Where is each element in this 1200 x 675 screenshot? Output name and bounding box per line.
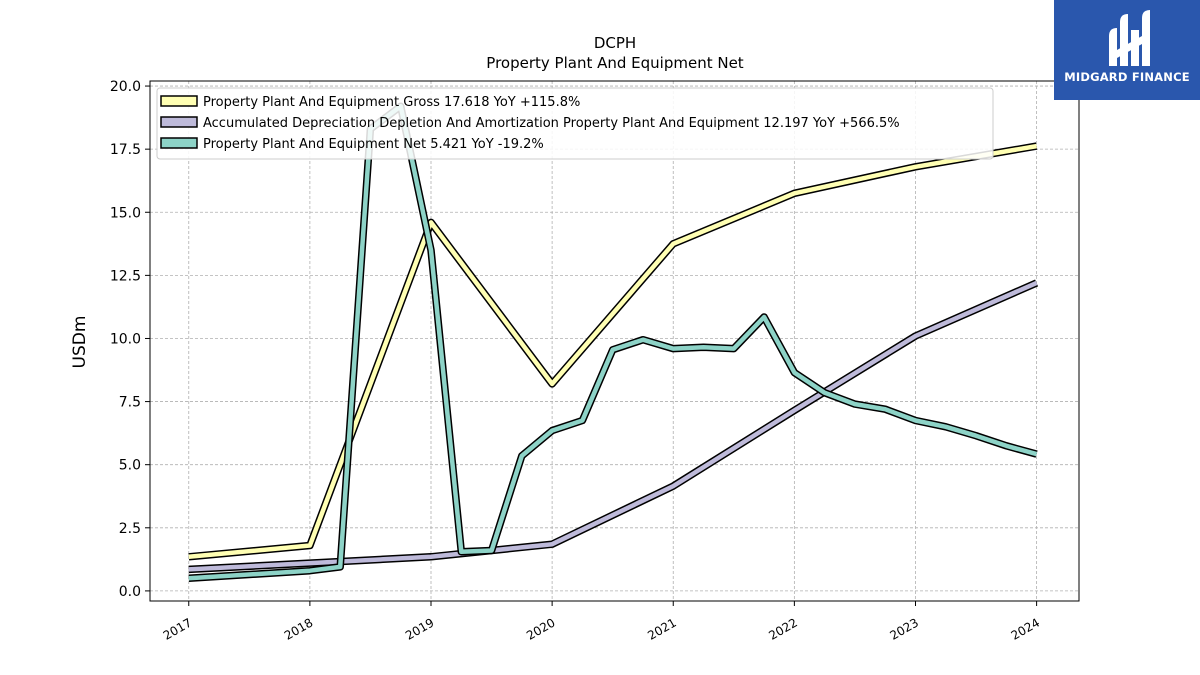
y-tick-label: 10.0 <box>110 331 141 347</box>
x-tick-label: 2019 <box>403 615 436 642</box>
y-tick-label: 2.5 <box>119 521 141 537</box>
y-tick-label: 15.0 <box>110 205 141 221</box>
x-tick-label: 2024 <box>1009 615 1042 642</box>
x-tick-label: 2018 <box>282 615 315 642</box>
legend-box <box>156 87 994 160</box>
logo-text: MIDGARD FINANCE <box>1064 70 1190 84</box>
legend-swatch <box>160 95 198 107</box>
plot-frame <box>149 80 1080 602</box>
x-tick-label: 2023 <box>888 615 921 642</box>
series-line <box>188 280 1038 572</box>
y-tick-label: 0.0 <box>119 584 141 600</box>
x-tick-label: 2017 <box>161 615 194 642</box>
y-tick-label: 12.5 <box>110 268 141 284</box>
midgard-finance-logo: MIDGARD FINANCE <box>1054 0 1200 100</box>
midgard-logo-icon <box>1109 10 1150 66</box>
legend-entry: Property Plant And Equipment Gross 17.61… <box>203 95 580 110</box>
y-axis-label: USDm <box>70 316 90 369</box>
x-tick-label: 2021 <box>645 615 678 642</box>
series-line <box>188 143 1037 560</box>
legend-entry: Property Plant And Equipment Net 5.421 Y… <box>203 137 544 152</box>
series-lines <box>188 102 1039 583</box>
y-tick-label: 20.0 <box>110 79 141 95</box>
legend-entry: Accumulated Depreciation Depletion And A… <box>203 116 900 131</box>
legend-swatch <box>160 137 198 149</box>
chart-title: DCPH <box>594 34 636 52</box>
y-tick-label: 7.5 <box>119 395 141 411</box>
y-tick-label: 17.5 <box>110 142 141 158</box>
x-tick-label: 2022 <box>766 615 799 642</box>
chart-subtitle: Property Plant And Equipment Net <box>486 54 743 72</box>
y-tick-label: 5.0 <box>119 458 141 474</box>
legend-swatch <box>160 116 198 128</box>
x-tick-label: 2020 <box>524 615 557 642</box>
legend: Property Plant And Equipment Gross 17.61… <box>156 87 994 160</box>
